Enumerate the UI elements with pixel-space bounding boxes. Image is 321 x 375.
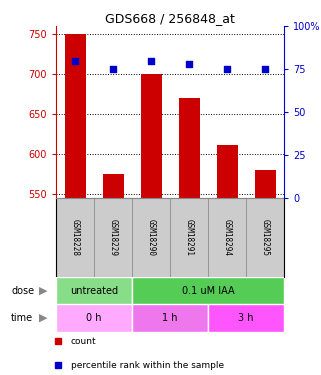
Point bbox=[73, 58, 78, 64]
Text: percentile rank within the sample: percentile rank within the sample bbox=[71, 361, 224, 370]
Point bbox=[224, 66, 230, 72]
Text: GSM18295: GSM18295 bbox=[261, 219, 270, 256]
Text: GSM18294: GSM18294 bbox=[222, 219, 232, 256]
Text: GSM18229: GSM18229 bbox=[108, 219, 118, 256]
Bar bbox=[246, 198, 284, 277]
Bar bbox=[56, 277, 132, 304]
Bar bbox=[208, 304, 284, 332]
Title: GDS668 / 256848_at: GDS668 / 256848_at bbox=[105, 12, 235, 25]
Bar bbox=[170, 198, 208, 277]
Bar bbox=[103, 174, 124, 198]
Text: GSM18291: GSM18291 bbox=[185, 219, 194, 256]
Text: time: time bbox=[11, 313, 33, 323]
Point bbox=[149, 58, 154, 64]
Bar bbox=[132, 277, 284, 304]
Bar bbox=[56, 198, 94, 277]
Point bbox=[263, 66, 268, 72]
Text: 3 h: 3 h bbox=[239, 313, 254, 323]
Bar bbox=[94, 198, 132, 277]
Text: 0 h: 0 h bbox=[86, 313, 102, 323]
Bar bbox=[132, 304, 208, 332]
Bar bbox=[56, 304, 132, 332]
Point bbox=[110, 66, 116, 72]
Bar bbox=[255, 170, 275, 198]
Text: count: count bbox=[71, 337, 97, 346]
Text: ▶: ▶ bbox=[39, 313, 48, 323]
Text: untreated: untreated bbox=[70, 285, 118, 296]
Bar bbox=[141, 74, 161, 198]
Bar bbox=[208, 198, 246, 277]
Point bbox=[187, 61, 192, 67]
Text: 1 h: 1 h bbox=[162, 313, 178, 323]
Text: dose: dose bbox=[11, 285, 34, 296]
Text: GSM18228: GSM18228 bbox=[71, 219, 80, 256]
Bar bbox=[217, 145, 238, 198]
Bar bbox=[65, 34, 86, 198]
Bar bbox=[179, 98, 200, 198]
Bar bbox=[132, 198, 170, 277]
Text: ▶: ▶ bbox=[39, 285, 48, 296]
Text: GSM18290: GSM18290 bbox=[147, 219, 156, 256]
Text: 0.1 uM IAA: 0.1 uM IAA bbox=[182, 285, 234, 296]
